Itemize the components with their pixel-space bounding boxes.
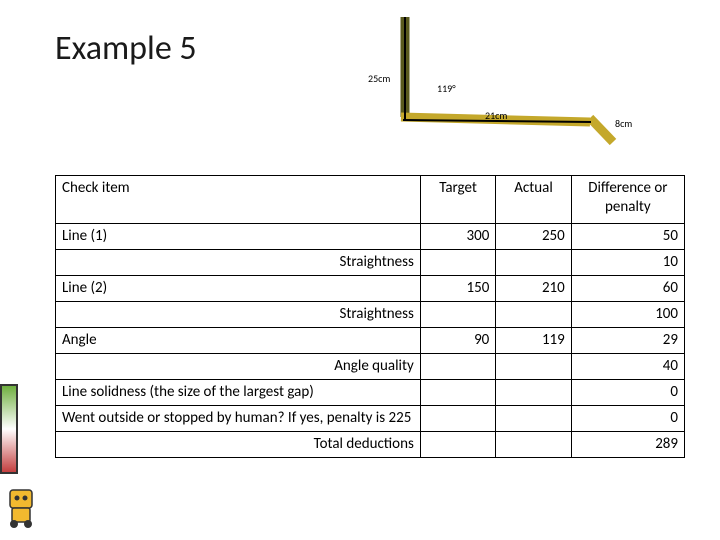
label-119deg: 119° bbox=[437, 82, 456, 95]
line-diagram: 25cm 119° 21cm 8cm bbox=[365, 12, 705, 167]
label-8cm: 8cm bbox=[615, 117, 632, 130]
table-row: Straightness 10 bbox=[56, 250, 685, 276]
cell-item: Total deductions bbox=[56, 432, 421, 458]
label-21cm: 21cm bbox=[485, 109, 507, 122]
header-difference: Difference or penalty bbox=[571, 176, 684, 224]
table-header-row: Check item Target Actual Difference or p… bbox=[56, 176, 685, 224]
cell-actual bbox=[496, 432, 571, 458]
cell-diff: 40 bbox=[571, 354, 684, 380]
table-row-total: Total deductions 289 bbox=[56, 432, 685, 458]
cell-target bbox=[420, 406, 495, 432]
cell-actual: 119 bbox=[496, 328, 571, 354]
cell-target: 150 bbox=[420, 276, 495, 302]
cell-target bbox=[420, 432, 495, 458]
header-actual: Actual bbox=[496, 176, 571, 224]
cell-diff: 50 bbox=[571, 224, 684, 250]
cell-target bbox=[420, 302, 495, 328]
deductions-table: Check item Target Actual Difference or p… bbox=[55, 175, 685, 458]
cell-actual bbox=[496, 302, 571, 328]
deductions-table-wrap: Check item Target Actual Difference or p… bbox=[55, 175, 685, 458]
table-row: Line solidness (the size of the largest … bbox=[56, 380, 685, 406]
cell-item: Line (2) bbox=[56, 276, 421, 302]
cell-actual bbox=[496, 380, 571, 406]
cell-target bbox=[420, 380, 495, 406]
cell-diff: 0 bbox=[571, 380, 684, 406]
cell-item: Straightness bbox=[56, 250, 421, 276]
cell-item: Line solidness (the size of the largest … bbox=[56, 380, 421, 406]
table-row: Straightness 100 bbox=[56, 302, 685, 328]
cell-diff: 289 bbox=[571, 432, 684, 458]
robot-mascot-icon bbox=[2, 486, 46, 530]
table-row: Line (2) 150 210 60 bbox=[56, 276, 685, 302]
table-row: Angle quality 40 bbox=[56, 354, 685, 380]
cell-actual: 250 bbox=[496, 224, 571, 250]
page-title: Example 5 bbox=[55, 28, 197, 69]
cell-actual bbox=[496, 354, 571, 380]
table-row: Line (1) 300 250 50 bbox=[56, 224, 685, 250]
cell-item: Angle bbox=[56, 328, 421, 354]
cell-target: 90 bbox=[420, 328, 495, 354]
diagram-svg bbox=[365, 12, 705, 167]
cell-item: Went outside or stopped by human? If yes… bbox=[56, 406, 421, 432]
cell-actual bbox=[496, 250, 571, 276]
header-target: Target bbox=[420, 176, 495, 224]
cell-item: Straightness bbox=[56, 302, 421, 328]
cell-diff: 100 bbox=[571, 302, 684, 328]
cell-target: 300 bbox=[420, 224, 495, 250]
sidebar-logo-strip bbox=[0, 384, 18, 474]
cell-actual bbox=[496, 406, 571, 432]
cell-diff: 10 bbox=[571, 250, 684, 276]
header-check-item: Check item bbox=[56, 176, 421, 224]
cell-actual: 210 bbox=[496, 276, 571, 302]
cell-diff: 29 bbox=[571, 328, 684, 354]
cell-item: Angle quality bbox=[56, 354, 421, 380]
cell-item: Line (1) bbox=[56, 224, 421, 250]
cell-target bbox=[420, 250, 495, 276]
cell-diff: 60 bbox=[571, 276, 684, 302]
label-25cm: 25cm bbox=[368, 72, 390, 85]
table-row: Went outside or stopped by human? If yes… bbox=[56, 406, 685, 432]
cell-diff: 0 bbox=[571, 406, 684, 432]
cell-target bbox=[420, 354, 495, 380]
table-row: Angle 90 119 29 bbox=[56, 328, 685, 354]
